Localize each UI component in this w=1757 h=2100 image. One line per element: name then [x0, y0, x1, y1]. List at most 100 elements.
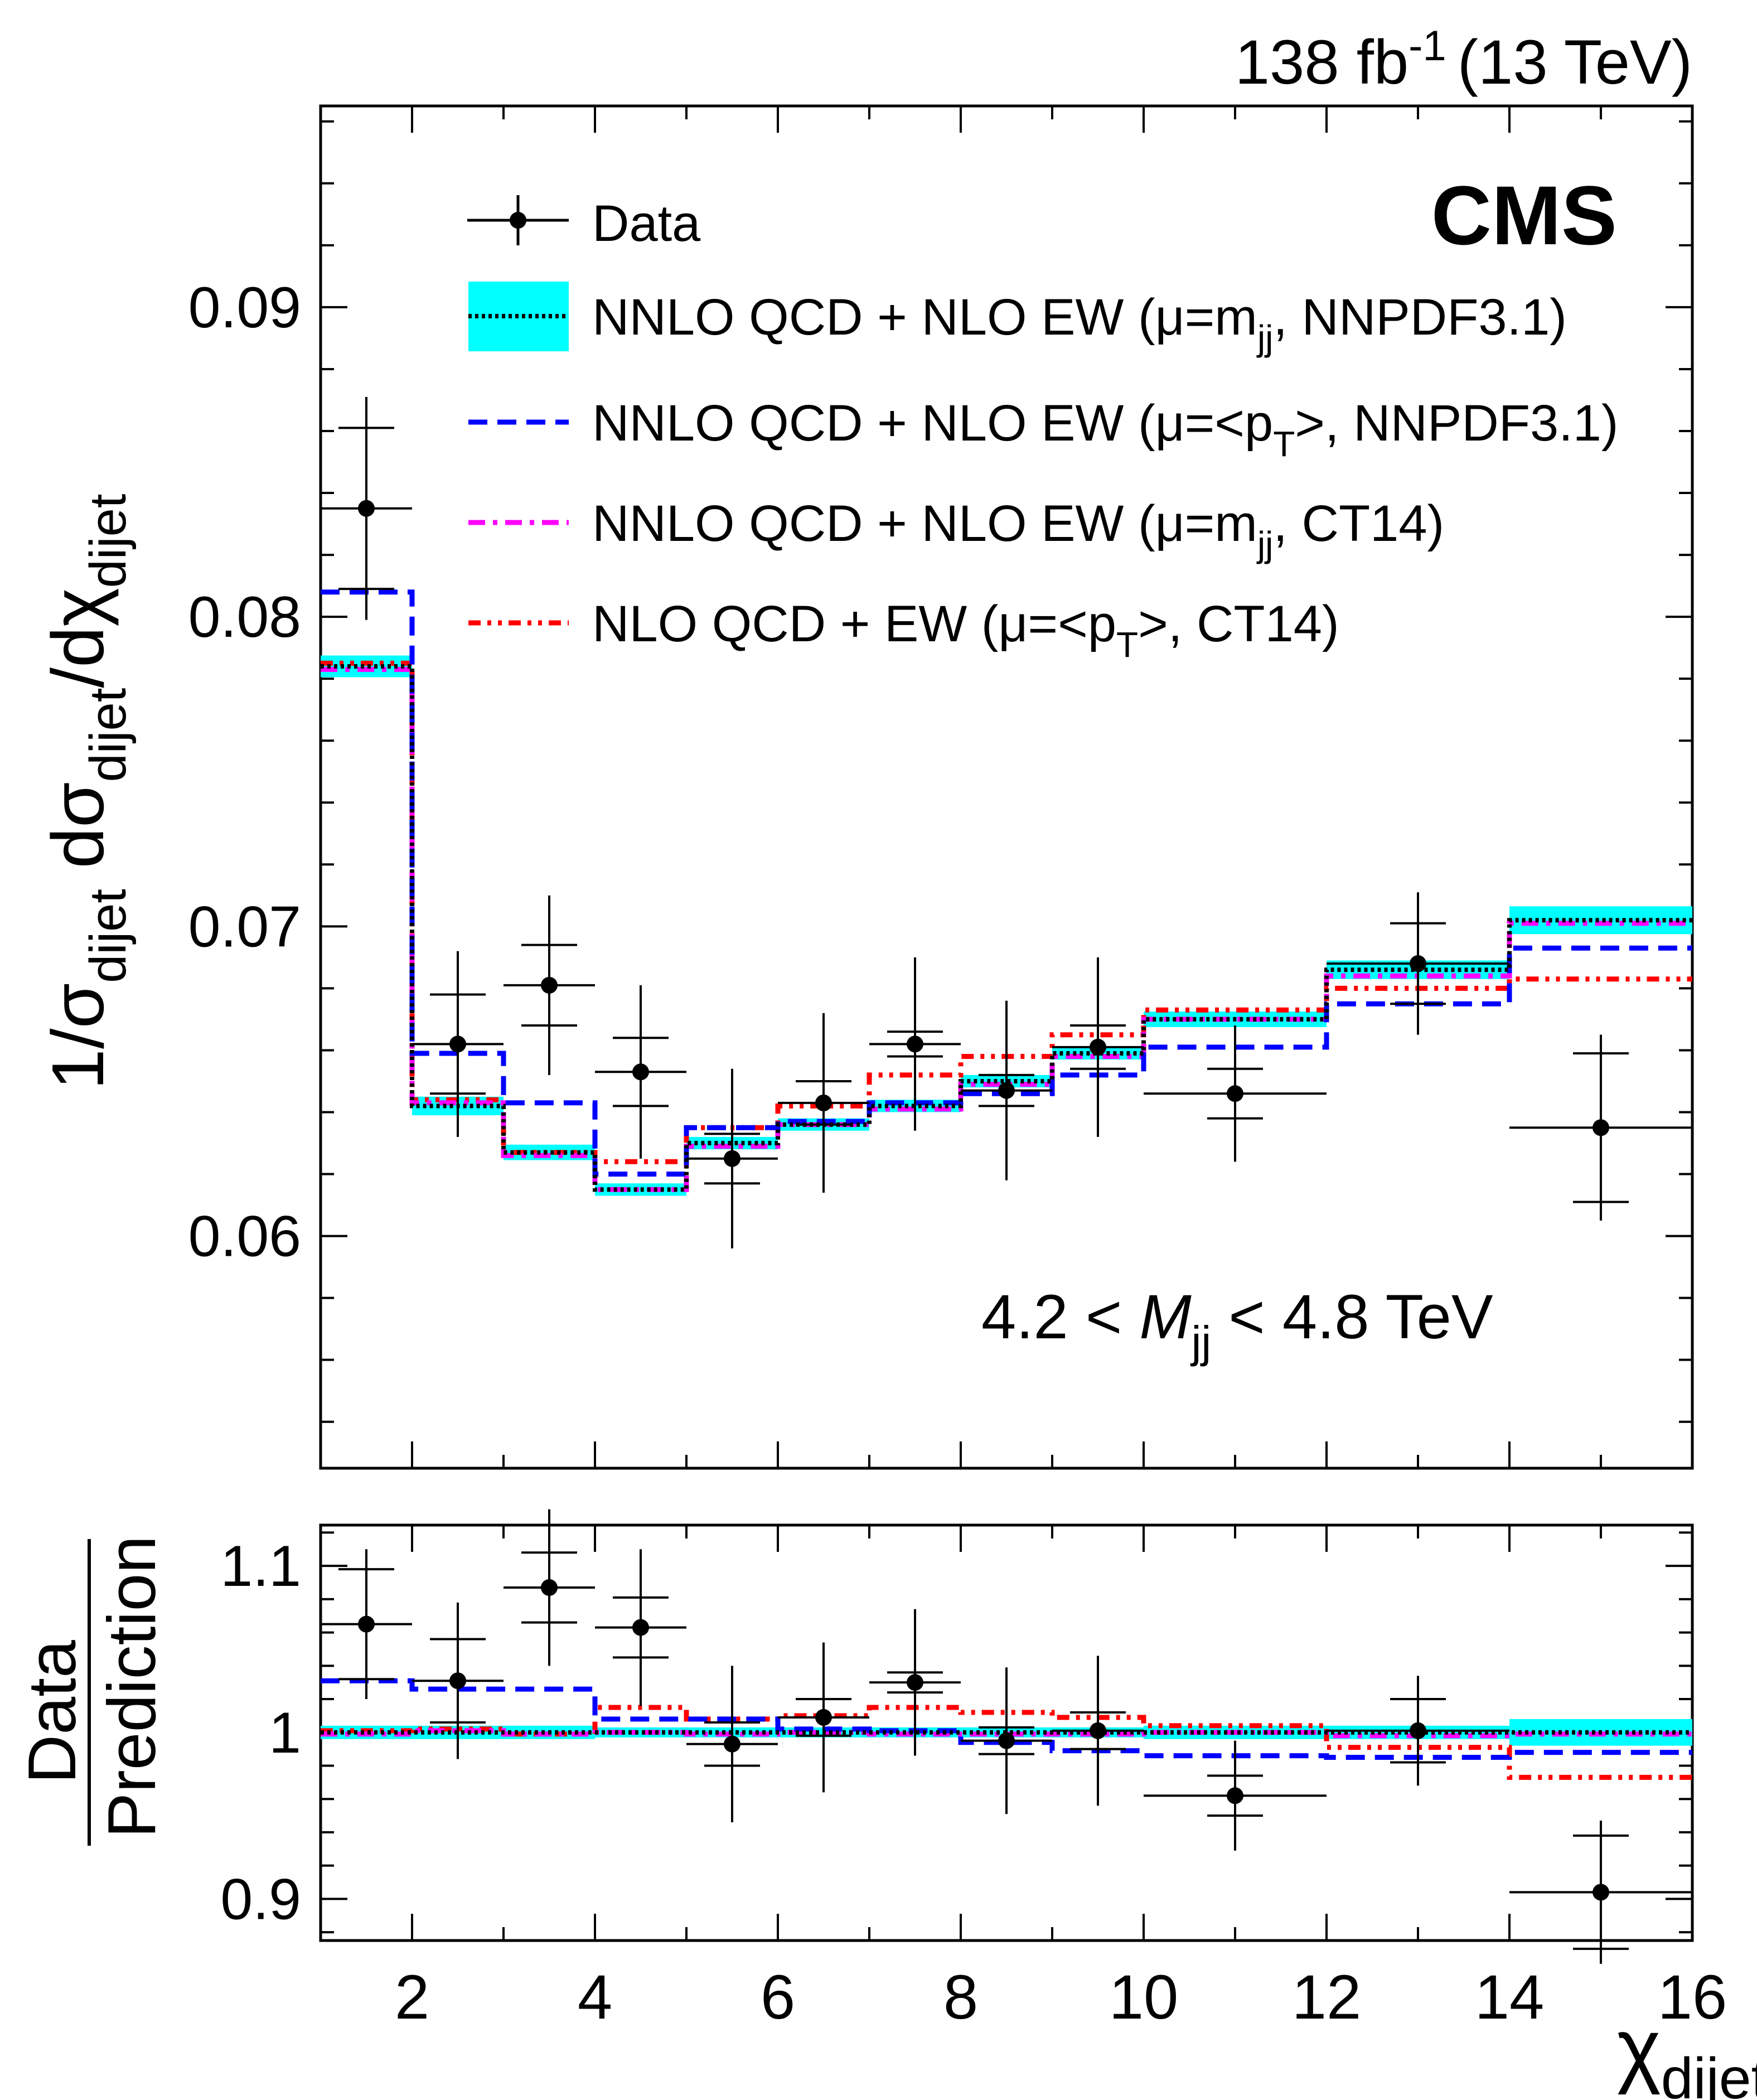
data-marker	[449, 1036, 466, 1053]
ratio-y-tick-label: 1.1	[220, 1534, 301, 1599]
legend-entry-nnpdf-mjj: NNLO QCD + NLO EW (μ=mjj, NNPDF3.1)	[468, 282, 1567, 358]
data-marker	[358, 500, 375, 517]
data-marker	[1593, 1884, 1609, 1901]
ratio-data-point	[1509, 1821, 1692, 1964]
main-data-point	[1509, 1034, 1692, 1221]
x-tick-labels: 2 4 6 8 10 12 14 16	[395, 1962, 1727, 2032]
data-marker	[907, 1036, 923, 1053]
data-marker	[998, 1732, 1015, 1749]
ratio-data-point	[321, 1549, 412, 1700]
main-series-nnpdf-mjj	[321, 664, 1692, 1192]
data-marker	[1090, 1722, 1106, 1739]
data-marker	[541, 1579, 558, 1596]
x-tick-label: 8	[943, 1962, 978, 2032]
main-data-point	[778, 1013, 869, 1193]
ratio-y-axis-title: Data Prediction	[14, 1536, 170, 1846]
ratio-data-point	[686, 1666, 778, 1822]
data-marker	[541, 976, 558, 994]
main-y-tick-label: 0.08	[188, 585, 301, 650]
main-y-axis-title: 1/σdijet dσdijet/dχdijet	[37, 494, 137, 1090]
main-data-point	[1144, 1025, 1327, 1162]
main-y-tick-labels: 0.06 0.07 0.08 0.09	[188, 275, 301, 1269]
ratio-data-point	[869, 1609, 961, 1756]
legend-data-marker-icon	[510, 212, 526, 229]
main-data-point	[412, 951, 504, 1137]
legend-label-data: Data	[592, 195, 701, 252]
main-data-point	[869, 957, 961, 1131]
main-data-point	[595, 985, 686, 1159]
main-data-point	[686, 1068, 778, 1249]
data-marker	[449, 1672, 466, 1690]
main-series-group	[321, 589, 1692, 1192]
ratio-y-tick-labels: 0.9 1 1.1	[220, 1534, 301, 1932]
ratio-y-tick-label: 1	[269, 1701, 301, 1765]
main-frame	[319, 104, 1694, 1470]
data-marker	[1090, 1038, 1106, 1056]
main-series-nlo-ct14-pt	[321, 660, 1692, 1164]
x-tick-label: 16	[1658, 1962, 1727, 2032]
data-marker	[1593, 1119, 1609, 1136]
main-data-points	[321, 396, 1692, 1249]
ratio-data-point	[1327, 1676, 1509, 1786]
main-data-point	[1052, 957, 1144, 1137]
x-tick-label: 14	[1475, 1962, 1545, 2032]
ratio-panel: 0.9 1 1.1 2 4 6 8 10 12 14 16 Data Prediction χdi…	[14, 1509, 1757, 2100]
x-tick-label: 4	[578, 1962, 612, 2032]
main-panel: 0.06 0.07 0.08 0.09 CMS 4.2 < Mjj < 4.8 TeV…	[37, 104, 1694, 1470]
x-tick-label: 10	[1109, 1962, 1179, 2032]
cms-label: CMS	[1431, 168, 1617, 262]
main-y-tick-label: 0.09	[188, 275, 301, 340]
main-data-point	[1327, 892, 1509, 1035]
ratio-data-point	[1052, 1656, 1144, 1806]
ratio-y-axis-denominator: Prediction	[94, 1536, 170, 1838]
legend-entry-nlo-ct14-pt: NLO QCD + EW (μ=<pT>, CT14)	[468, 596, 1339, 665]
data-marker	[1227, 1787, 1243, 1804]
data-marker	[998, 1082, 1015, 1099]
legend-entry-data: Data	[467, 195, 701, 252]
legend-label-nnpdf-pt: NNLO QCD + NLO EW (μ=<pT>, NNPDF3.1)	[592, 395, 1619, 464]
main-data-point	[961, 1000, 1052, 1180]
legend-entry-ct14-mjj: NNLO QCD + NLO EW (μ=mjj, CT14)	[468, 495, 1444, 564]
data-marker	[1227, 1085, 1243, 1102]
x-tick-label: 6	[761, 1962, 795, 2032]
mass-range-annotation: 4.2 < Mjj < 4.8 TeV	[981, 1282, 1493, 1367]
x-tick-label: 12	[1292, 1962, 1362, 2032]
legend-label-nnpdf-mjj: NNLO QCD + NLO EW (μ=mjj, NNPDF3.1)	[592, 289, 1567, 358]
data-marker	[358, 1615, 375, 1633]
data-marker	[724, 1735, 740, 1753]
ratio-series-nlo-ct14-pt	[321, 1705, 1692, 1780]
main-y-tick-label: 0.06	[188, 1204, 301, 1269]
data-marker	[1410, 955, 1426, 972]
ratio-y-tick-label: 0.9	[220, 1867, 301, 1932]
main-axis-ticks	[320, 106, 1693, 1468]
legend-label-nlo-ct14-pt: NLO QCD + EW (μ=<pT>, CT14)	[592, 596, 1339, 665]
ratio-data-points	[321, 1509, 1692, 1964]
data-marker	[815, 1709, 832, 1726]
main-data-point	[321, 396, 412, 620]
ratio-data-point	[1144, 1740, 1327, 1851]
main-y-tick-label: 0.07	[188, 894, 301, 959]
legend-label-ct14-mjj: NNLO QCD + NLO EW (μ=mjj, CT14)	[592, 495, 1444, 564]
data-marker	[724, 1150, 740, 1167]
lumi-label: 138 fb-1 (13 TeV)	[1235, 22, 1692, 97]
x-tick-label: 2	[395, 1962, 429, 2032]
main-band-bin	[1509, 906, 1692, 935]
data-marker	[815, 1094, 832, 1111]
main-series-nnpdf-pt	[321, 589, 1692, 1177]
main-data-point	[504, 895, 595, 1075]
x-axis-title: χdijet	[1617, 2001, 1757, 2100]
ratio-data-point	[778, 1642, 869, 1793]
legend: Data NNLO QCD + NLO EW (μ=mjj, NNPDF3.1)…	[467, 195, 1619, 665]
data-marker	[632, 1063, 649, 1081]
ratio-data-point	[961, 1667, 1052, 1814]
ratio-y-axis-numerator: Data	[14, 1640, 90, 1784]
data-marker	[632, 1619, 649, 1636]
legend-entry-nnpdf-pt: NNLO QCD + NLO EW (μ=<pT>, NNPDF3.1)	[468, 395, 1619, 464]
ratio-data-point	[412, 1602, 504, 1759]
data-marker	[1410, 1722, 1426, 1739]
ratio-data-point	[595, 1549, 686, 1706]
ratio-data-point	[504, 1509, 595, 1666]
data-marker	[907, 1674, 923, 1691]
